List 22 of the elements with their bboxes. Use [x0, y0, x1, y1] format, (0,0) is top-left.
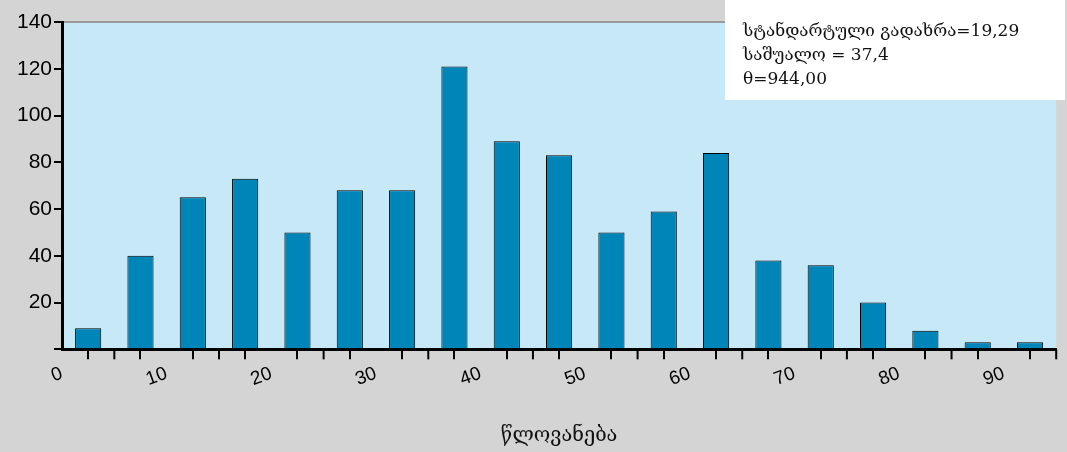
y-tick-label: 20: [28, 289, 52, 313]
y-tick-label: 60: [28, 195, 52, 219]
x-tick-label: 10: [142, 362, 170, 389]
x-tick-label: 70: [770, 362, 798, 389]
x-tick-label: 50: [561, 362, 589, 389]
annotation: საშუალო = 37,4: [743, 43, 890, 66]
x-tick-label: 0: [48, 362, 66, 386]
x-tick-label: 90: [979, 362, 1008, 389]
note-box: სტანდარტული გადახრა=19,29 საშუალო = 37,4 θ=944,00: [725, 0, 1065, 100]
y-tick-label: 120: [16, 55, 52, 79]
y-tick-label: 40: [28, 242, 52, 266]
annotation: θ=944,00: [743, 67, 828, 90]
x-tick-label: 20: [247, 362, 275, 389]
x-tick-label: 30: [352, 362, 380, 389]
y-tick-label: 140: [16, 8, 52, 32]
y-tick-label: 100: [16, 102, 52, 126]
x-axis-title: წლოვანება: [500, 422, 618, 447]
y-tick-label: 80: [28, 149, 52, 173]
x-tick-label: 60: [666, 362, 694, 389]
x-tick-label: 80: [875, 362, 903, 389]
x-tick-label: 40: [456, 362, 484, 389]
annotation: სტანდარტული გადახრა=19,29: [743, 19, 1021, 42]
